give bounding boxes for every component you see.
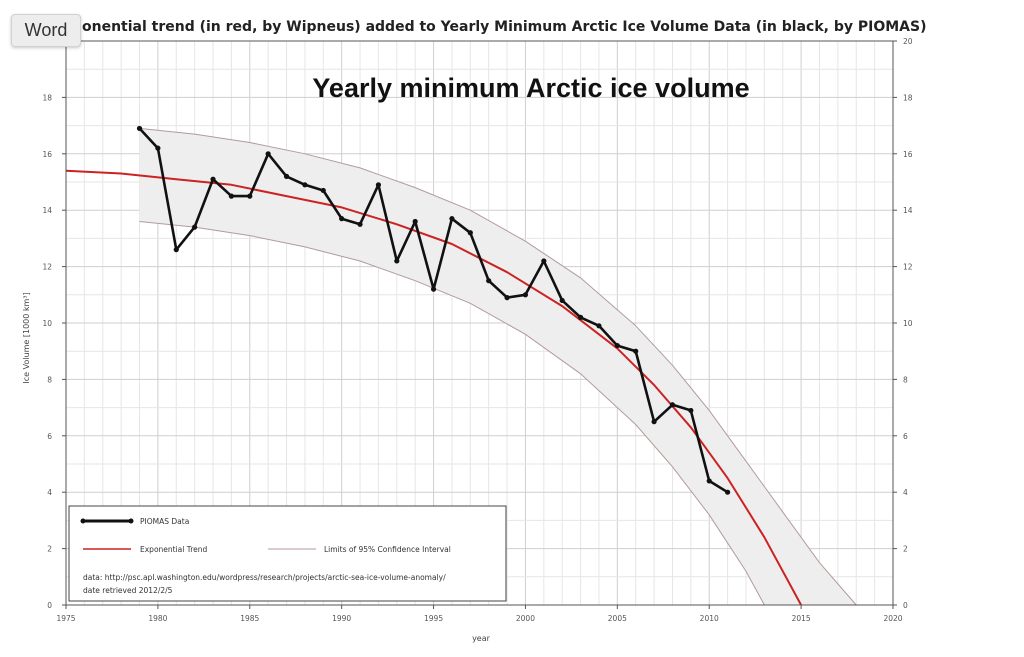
- piomas-data-point: [725, 489, 731, 495]
- legend: PIOMAS Data Exponential Trend Limits of …: [68, 505, 507, 602]
- piomas-data-point: [339, 216, 345, 222]
- piomas-data-point: [651, 419, 657, 425]
- legend-note-date: date retrieved 2012/2/5: [83, 586, 173, 595]
- piomas-data-point: [430, 286, 437, 292]
- piomas-data-point: [155, 145, 161, 151]
- piomas-data-point: [320, 187, 326, 194]
- x-tick-label: 1990: [332, 614, 351, 623]
- piomas-data-point: [394, 258, 400, 264]
- y-tick-label: 10: [42, 319, 52, 328]
- right-y-tick-label: 16: [903, 150, 913, 159]
- piomas-data-point: [302, 182, 308, 188]
- right-y-tick-label: 20: [903, 37, 913, 46]
- right-y-tick-label: 18: [903, 93, 913, 102]
- y-tick-label: 6: [47, 432, 52, 441]
- piomas-data-point: [136, 125, 143, 132]
- right-y-tick-label: 8: [903, 375, 908, 384]
- piomas-data-point: [247, 193, 253, 199]
- right-y-tick-label: 10: [903, 319, 913, 328]
- piomas-data-point: [210, 176, 216, 182]
- right-y-tick-label: 6: [903, 432, 908, 441]
- piomas-data-point: [375, 182, 382, 188]
- piomas-data-point: [706, 478, 712, 484]
- piomas-data-point: [577, 314, 584, 320]
- piomas-data-point: [228, 193, 234, 199]
- x-tick-label: 2000: [516, 614, 535, 623]
- right-y-tick-label: 2: [903, 545, 908, 554]
- piomas-data-point: [504, 295, 510, 301]
- piomas-data-point: [467, 230, 473, 236]
- piomas-data-point: [522, 292, 529, 298]
- legend-marker-piomas-start: [80, 518, 86, 524]
- piomas-data-point: [688, 407, 694, 414]
- series-layer: [65, 125, 857, 606]
- confidence-band-fill: [139, 128, 857, 605]
- y-tick-label: 4: [47, 488, 52, 497]
- piomas-data-point: [283, 173, 290, 179]
- y-tick-label: 0: [47, 601, 52, 610]
- piomas-data-point: [541, 258, 547, 264]
- x-tick-label: 1995: [424, 614, 443, 623]
- legend-marker-piomas-end: [128, 518, 134, 524]
- piomas-data-point: [614, 342, 620, 349]
- x-tick-label: 2015: [792, 614, 811, 623]
- y-tick-label: 18: [42, 93, 52, 102]
- right-y-tick-label: 0: [903, 601, 908, 610]
- piomas-data-point: [173, 247, 179, 253]
- piomas-data-point: [449, 216, 455, 222]
- piomas-data-point: [633, 348, 639, 354]
- x-tick-label: 1985: [240, 614, 259, 623]
- x-axis-label: year: [472, 634, 491, 643]
- y-tick-label: 16: [42, 150, 52, 159]
- right-y-tick-label: 14: [903, 206, 913, 215]
- x-tick-label: 2010: [700, 614, 719, 623]
- x-tick-label: 1980: [148, 614, 167, 623]
- piomas-data-point: [412, 218, 418, 225]
- legend-label-confidence: Limits of 95% Confidence Interval: [324, 545, 451, 554]
- x-tick-label: 1975: [56, 614, 75, 623]
- chart-top-title: onential trend (in red, by Wipneus) adde…: [82, 19, 926, 35]
- right-y-tick-label: 4: [903, 488, 908, 497]
- legend-note-source: data: http://psc.apl.washington.edu/word…: [83, 573, 446, 582]
- piomas-data-point: [357, 221, 363, 227]
- y-axis-label: Ice Volume [1000 km³]: [22, 292, 31, 383]
- confidence-band-layer: [139, 128, 857, 605]
- axis-layer: 1975 1980 1985 1990 1995 2000 2005 2010 2015 2020…: [42, 37, 912, 623]
- x-tick-label: 2020: [883, 614, 902, 623]
- confidence-lower-line: [139, 221, 765, 606]
- piomas-data-point: [265, 151, 271, 157]
- legend-label-trend: Exponential Trend: [140, 545, 208, 554]
- legend-box: [68, 505, 507, 602]
- piomas-data-point: [669, 402, 676, 408]
- chart-title: Yearly minimum Arctic ice volume: [312, 73, 749, 103]
- y-tick-label: 2: [47, 545, 52, 554]
- piomas-data-point: [486, 278, 492, 284]
- legend-label-piomas: PIOMAS Data: [140, 517, 189, 526]
- piomas-data-point: [596, 323, 602, 329]
- right-y-tick-label: 12: [903, 263, 913, 272]
- word-button[interactable]: Word: [11, 14, 81, 47]
- y-tick-label: 12: [42, 263, 52, 272]
- y-tick-label: 14: [42, 206, 52, 215]
- x-tick-label: 2005: [608, 614, 627, 623]
- confidence-upper-line: [139, 127, 857, 606]
- y-tick-label: 8: [47, 375, 52, 384]
- piomas-data-point: [559, 297, 565, 304]
- piomas-data-point: [192, 224, 198, 230]
